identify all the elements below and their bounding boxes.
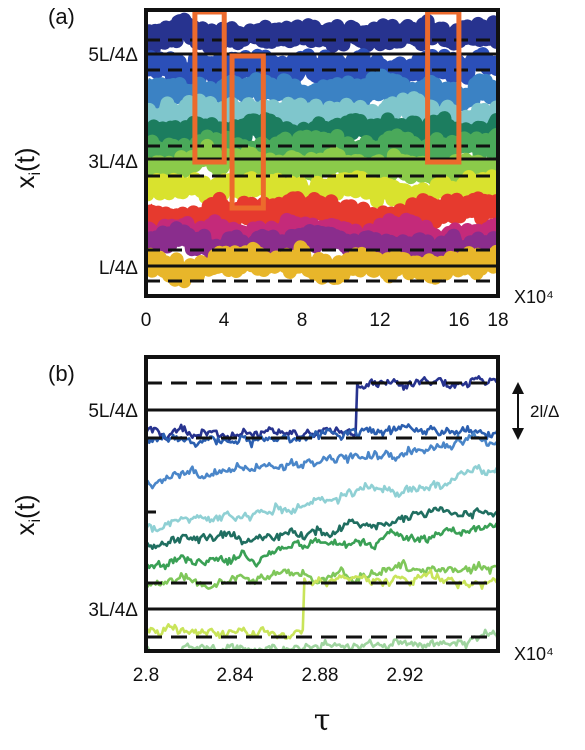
panel-b-ytick-0: 5L/4Δ <box>88 401 138 422</box>
panel-b-series-2 <box>146 431 498 490</box>
panel-a-xtick-5: 18 <box>487 310 508 331</box>
panel-b-series-4 <box>146 506 498 551</box>
panel-a-xtick-3: 12 <box>369 310 390 331</box>
panel-b-xtick-3: 2.92 <box>387 665 424 686</box>
panel-a-highlight-box-1 <box>229 53 266 211</box>
panel-b-arrow-label: 2l/Δ <box>530 402 559 421</box>
panel-a-xtick-0: 0 <box>141 310 152 331</box>
panel-b-frame <box>144 355 500 653</box>
panel-b-traces <box>146 375 498 651</box>
panel-a-frame <box>144 8 500 298</box>
panel-a: (a) xi(t) 5L/4Δ 3L/4Δ L/4Δ 0 4 8 12 16 1… <box>10 4 554 331</box>
panel-a-ylabel: xi(t) <box>10 147 44 188</box>
panel-b-ylabel: xi(t) <box>10 494 44 535</box>
panel-a-xtick-2: 8 <box>297 310 308 331</box>
double-arrow-icon <box>512 382 524 440</box>
panel-a-xtick-1: 4 <box>219 310 230 331</box>
panel-a-series-0 <box>146 12 498 57</box>
panel-a-series-7 <box>146 169 498 209</box>
panel-a-series-1 <box>146 47 498 89</box>
panel-a-level-lines <box>146 38 498 283</box>
panel-b-xlabel: τ <box>314 703 331 738</box>
panel-b-xtick-2: 2.88 <box>302 665 339 686</box>
panel-b-multiplier: X10⁴ <box>514 644 554 664</box>
panel-b-level-lines <box>146 381 498 639</box>
panel-a-xtick-4: 16 <box>448 310 469 331</box>
panel-b-series-1 <box>146 423 498 449</box>
panel-b-xtick-0: 2.8 <box>133 665 159 686</box>
panel-a-series-8 <box>146 191 498 238</box>
panel-a-ytick-0: 5L/4Δ <box>88 45 138 66</box>
panel-a-label: (a) <box>48 4 75 29</box>
panel-b-series-7 <box>146 568 498 640</box>
panel-b-xtick-1: 2.84 <box>217 665 254 686</box>
panel-a-multiplier: X10⁴ <box>514 287 554 307</box>
panel-b-series-5 <box>146 522 498 571</box>
panel-b: (b) xi(t) 5L/4Δ 3L/4Δ 2.8 2.84 2.88 2.92… <box>10 355 559 738</box>
panel-b-ytick-1: 3L/4Δ <box>88 600 138 621</box>
panel-a-ytick-2: L/4Δ <box>99 258 138 279</box>
panel-b-series-3 <box>146 463 498 533</box>
panel-b-label: (b) <box>48 361 75 386</box>
panel-b-series-6 <box>146 559 498 590</box>
panel-a-series-6 <box>146 138 498 190</box>
panel-a-ytick-1: 3L/4Δ <box>88 152 138 173</box>
panel-a-traces <box>146 12 498 289</box>
